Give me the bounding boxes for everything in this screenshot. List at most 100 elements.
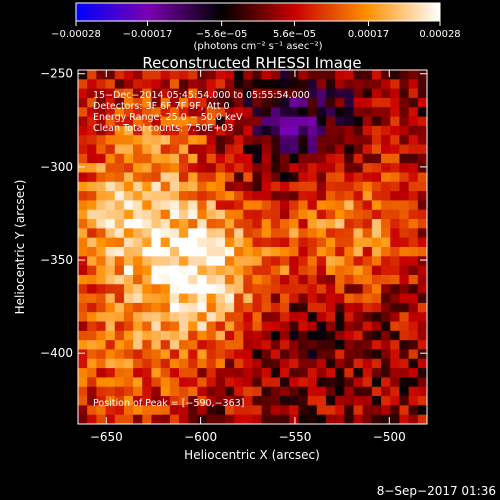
- heatmap-cell: [252, 144, 263, 155]
- heatmap-cell: [179, 358, 189, 369]
- heatmap-cell: [243, 386, 254, 397]
- heatmap-cell: [179, 228, 189, 239]
- heatmap-cell: [188, 125, 198, 136]
- heatmap-cell: [399, 256, 410, 267]
- heatmap-cell: [371, 340, 382, 351]
- heatmap-cell: [114, 312, 125, 323]
- heatmap-cell: [133, 200, 143, 211]
- heatmap-cell: [381, 153, 391, 164]
- heatmap-cell: [417, 247, 427, 257]
- heatmap-cell: [381, 256, 391, 267]
- heatmap-cell: [353, 163, 364, 174]
- heatmap-cell: [325, 321, 336, 332]
- heatmap-cell: [197, 330, 208, 341]
- heatmap-cell: [114, 237, 125, 248]
- heatmap-cell: [206, 321, 217, 332]
- heatmap-cell: [133, 386, 143, 397]
- heatmap-cell: [160, 88, 171, 99]
- heatmap-cell: [179, 256, 189, 267]
- heatmap-cell: [243, 97, 254, 108]
- heatmap-cell: [243, 377, 254, 388]
- heatmap-cell: [151, 97, 162, 108]
- heatmap-cell: [252, 79, 263, 90]
- heatmap-cell: [87, 396, 97, 406]
- heatmap-cell: [133, 396, 143, 406]
- heatmap-cell: [234, 107, 244, 118]
- heatmap-cell: [133, 125, 143, 136]
- heatmap-cell: [96, 274, 107, 285]
- heatmap-cell: [289, 312, 300, 323]
- heatmap-cell: [179, 368, 189, 379]
- heatmap-cell: [96, 191, 107, 202]
- heatmap-cell: [390, 88, 401, 99]
- heatmap-cell: [87, 79, 97, 90]
- heatmap-cell: [307, 256, 318, 267]
- heatmap-cell: [169, 340, 180, 351]
- heatmap-cell: [123, 405, 134, 416]
- heatmap-cell: [243, 125, 254, 136]
- heatmap-cell: [206, 135, 217, 146]
- heatmap-cell: [316, 284, 327, 295]
- heatmap-cell: [243, 116, 254, 127]
- heatmap-cell: [224, 153, 235, 164]
- colorbar-tick-label: −0.00017: [123, 29, 173, 40]
- heatmap-cell: [417, 312, 427, 323]
- heatmap-cell: [298, 349, 309, 360]
- footer-date: 8−Sep−2017 01:36: [377, 484, 496, 498]
- heatmap-cell: [408, 386, 419, 397]
- heatmap-cell: [381, 79, 391, 90]
- heatmap-cell: [133, 209, 143, 220]
- heatmap-cell: [188, 107, 198, 118]
- heatmap-cell: [298, 107, 309, 118]
- heatmap-cell: [353, 125, 364, 136]
- heatmap-cell: [197, 125, 208, 136]
- heatmap-cell: [316, 312, 327, 323]
- heatmap-cell: [179, 125, 189, 136]
- heatmap-cell: [243, 405, 254, 416]
- heatmap-cell: [344, 302, 355, 313]
- heatmap-cell: [87, 116, 97, 127]
- heatmap-cell: [307, 405, 318, 416]
- heatmap-cell: [252, 125, 263, 136]
- heatmap-cell: [261, 396, 272, 406]
- heatmap-cell: [289, 172, 300, 183]
- annotation-time: 15−Dec−2014 05:45:54.000 to 05:55:54.000: [93, 90, 310, 101]
- heatmap-cell: [78, 386, 88, 397]
- heatmap-cell: [270, 293, 281, 304]
- heatmap-cell: [298, 116, 309, 127]
- heatmap-cell: [344, 377, 355, 388]
- heatmap-cell: [335, 396, 345, 406]
- heatmap-cell: [270, 191, 281, 202]
- heatmap-cell: [390, 209, 401, 220]
- heatmap-cell: [160, 191, 171, 202]
- heatmap-cell: [362, 163, 373, 174]
- heatmap-cell: [353, 237, 364, 248]
- heatmap-cell: [142, 116, 153, 127]
- heatmap-cell: [160, 368, 171, 379]
- heatmap-cell: [399, 237, 410, 248]
- heatmap-cell: [408, 377, 419, 388]
- heatmap-cell: [234, 209, 244, 220]
- heatmap-cell: [280, 256, 290, 267]
- heatmap-cell: [188, 358, 198, 369]
- heatmap-cell: [381, 274, 391, 285]
- heatmap-cell: [280, 200, 290, 211]
- heatmap-cell: [371, 79, 382, 90]
- heatmap-cell: [307, 247, 318, 257]
- heatmap-cell: [179, 386, 189, 397]
- heatmap-cell: [114, 181, 125, 192]
- heatmap-cell: [188, 228, 198, 239]
- heatmap-cell: [381, 116, 391, 127]
- heatmap-cell: [399, 144, 410, 155]
- heatmap-cell: [371, 97, 382, 108]
- heatmap-cell: [206, 172, 217, 183]
- heatmap-cell: [399, 340, 410, 351]
- heatmap-cell: [353, 70, 364, 80]
- heatmap-cell: [197, 256, 208, 267]
- heatmap-cell: [353, 181, 364, 192]
- heatmap-cell: [142, 302, 153, 313]
- heatmap-cell: [399, 163, 410, 174]
- heatmap-cell: [151, 228, 162, 239]
- heatmap-cell: [353, 321, 364, 332]
- heatmap-cell: [133, 265, 143, 276]
